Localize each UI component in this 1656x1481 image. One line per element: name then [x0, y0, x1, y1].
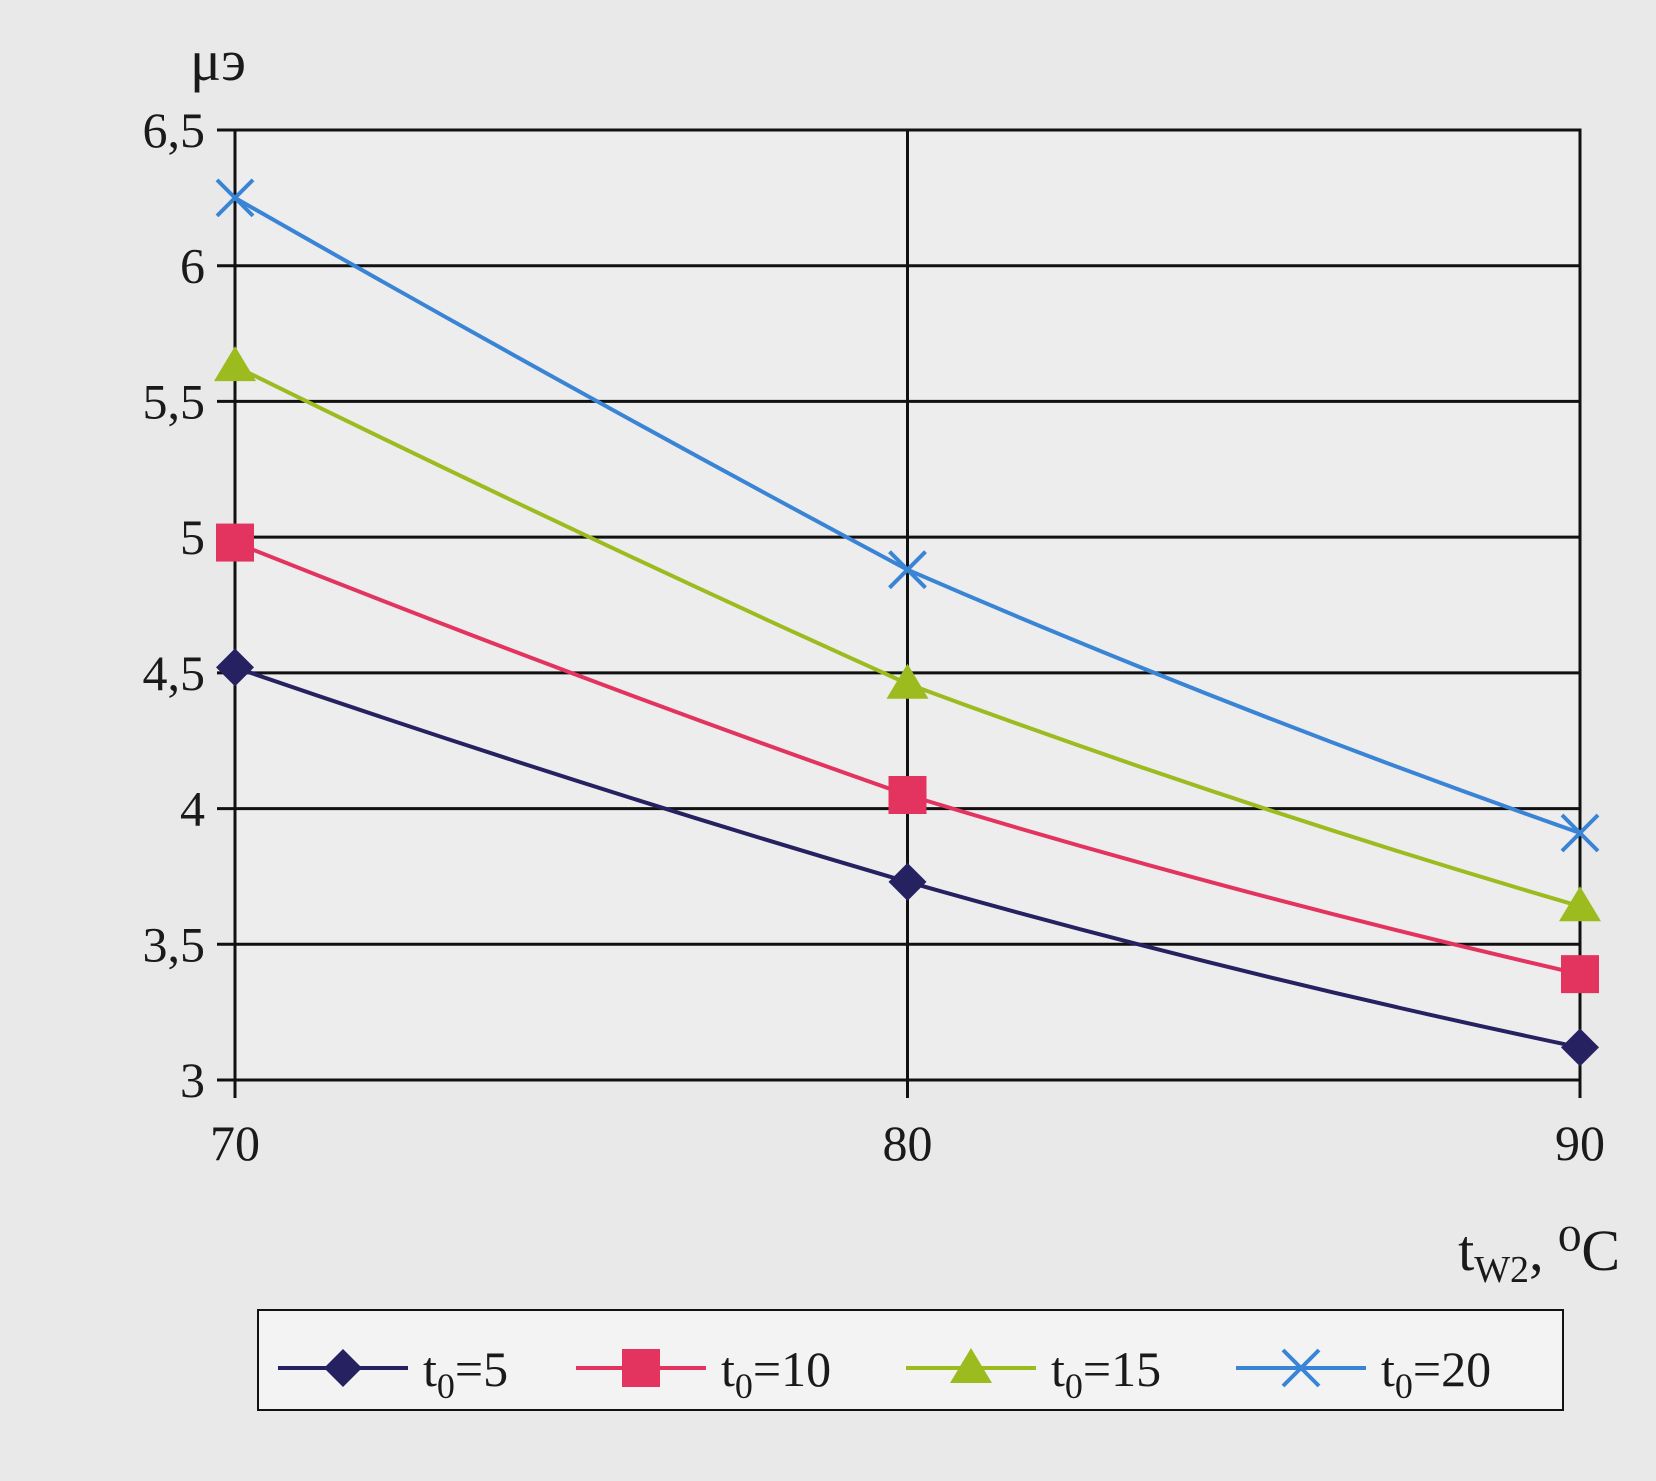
legend-marker-2	[622, 1349, 660, 1387]
y-tick-label: 5,5	[143, 373, 206, 429]
data-point-series-3	[886, 663, 929, 699]
y-tick-label: 3	[180, 1052, 205, 1108]
data-point-series-2	[216, 523, 254, 562]
legend-label-1: t0=5	[423, 1341, 508, 1406]
data-point-series-1	[888, 862, 927, 901]
y-tick-label: 6,5	[143, 102, 206, 158]
x-axis-title: tW2, ⁰C	[1458, 1218, 1620, 1291]
data-point-series-4	[888, 550, 927, 590]
legend: t0=5 t0=10 t0=15 t0=20	[257, 1309, 1564, 1411]
x-tick-label: 90	[1555, 1115, 1605, 1171]
data-point-series-1	[1561, 1028, 1599, 1067]
x-axis-title-unit: , ⁰C	[1529, 1218, 1620, 1283]
data-point-series-4-stroke	[1560, 813, 1600, 853]
data-point-series-2	[888, 776, 927, 814]
x-tick-label: 80	[883, 1115, 933, 1171]
y-tick-label: 3,5	[143, 916, 206, 972]
legend-marker-4-stroke	[1281, 1348, 1321, 1388]
data-point-series-1	[216, 648, 254, 687]
data-point-series-4	[215, 178, 255, 218]
legend-marker-4	[1281, 1348, 1321, 1388]
data-point-series-2	[1561, 955, 1599, 994]
y-tick-label: 6	[180, 238, 205, 294]
data-point-series-4	[1560, 813, 1600, 853]
x-axis-title-main: t	[1458, 1218, 1474, 1283]
x-axis-title-sub: W2	[1474, 1249, 1529, 1291]
y-tick-label: 5	[180, 509, 205, 565]
legend-label-4: t0=20	[1381, 1341, 1491, 1406]
legend-marker-1	[324, 1349, 362, 1387]
y-tick-label: 4	[180, 781, 205, 837]
data-point-series-3	[1559, 886, 1601, 922]
data-point-series-4-stroke	[888, 550, 927, 590]
data-point-series-3	[214, 346, 256, 382]
data-point-series-4-stroke	[215, 178, 255, 218]
y-tick-label: 4,5	[143, 645, 206, 701]
x-tick-label: 70	[210, 1115, 260, 1171]
y-axis-title: μэ	[190, 28, 246, 93]
legend-box	[257, 1309, 1564, 1411]
legend-marker-3	[950, 1348, 992, 1383]
legend-label-3: t0=15	[1051, 1341, 1161, 1406]
plot-area: 3 3,5 4 4,5 5 5,5 6 6,5 70 80 90	[143, 102, 1606, 1171]
legend-label-2: t0=10	[721, 1341, 831, 1406]
